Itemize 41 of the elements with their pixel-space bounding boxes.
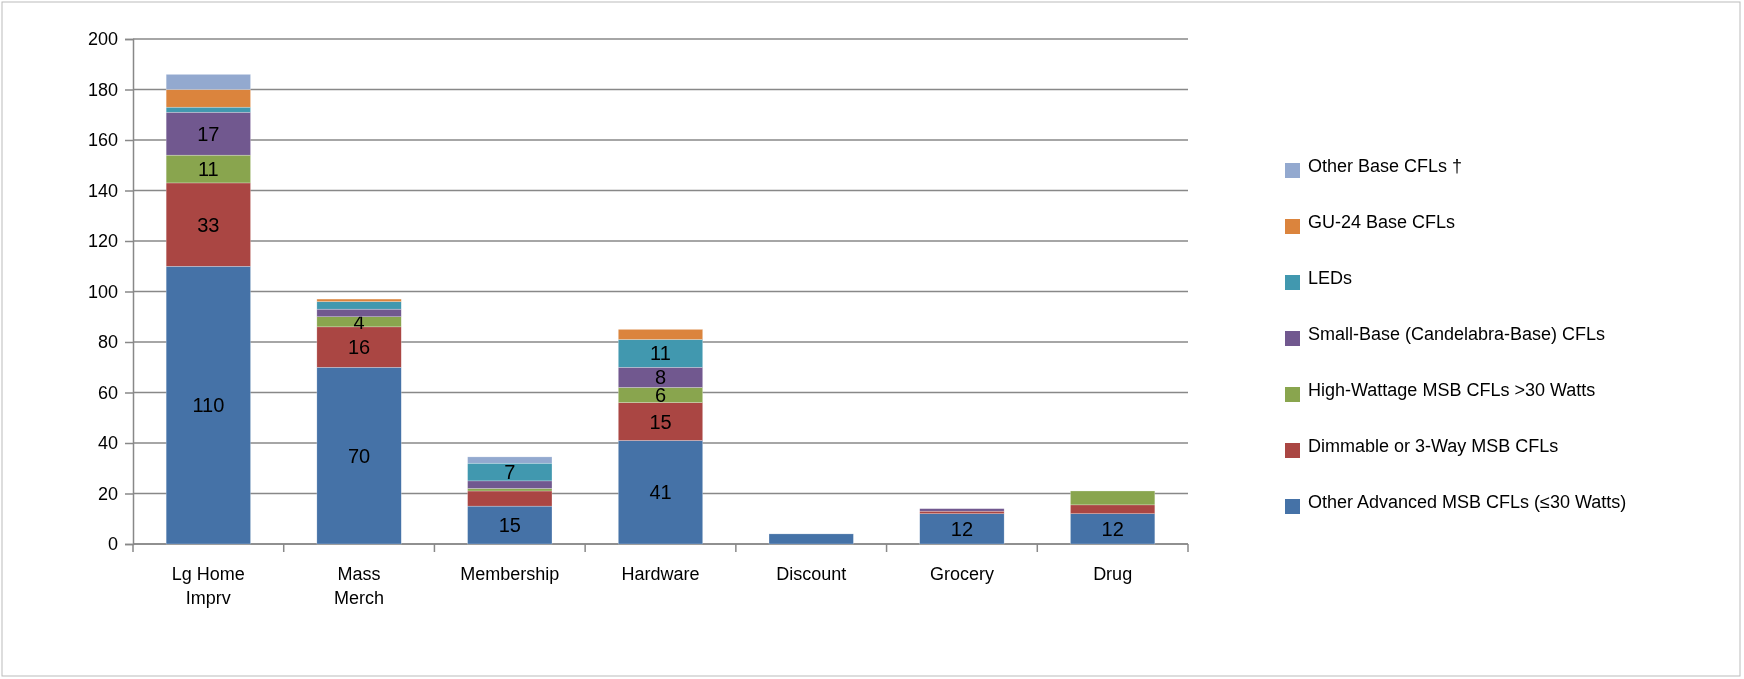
y-tick-label: 80 (97, 332, 118, 353)
x-tick-label: Drug (1093, 564, 1133, 584)
data-label: 4 (353, 310, 365, 333)
data-label: 15 (498, 514, 521, 537)
data-label: 16 (347, 336, 371, 359)
y-tick-label: 180 (87, 79, 118, 100)
data-label: 110 (192, 394, 225, 417)
x-tick-label: Membership (460, 564, 560, 584)
bar (919, 513, 1005, 545)
legend-label: GU-24 Base CFLs (1308, 212, 1456, 232)
data-label: 7 (504, 461, 516, 484)
x-tick-label: Lg Home Imprv (171, 564, 245, 608)
data-label: 12 (950, 517, 974, 540)
legend-label: LEDs (1308, 268, 1353, 288)
y-tick-label: 140 (87, 180, 118, 201)
legend-label: Other Advanced MSB CFLs (≤30 Watts) (1308, 492, 1627, 512)
legend-label: Dimmable or 3-Way MSB CFLs (1308, 436, 1559, 456)
data-label: 12 (1101, 517, 1124, 540)
legend-label: High-Wattage MSB CFLs >30 Watts (1308, 380, 1596, 400)
y-tick-label: 40 (97, 433, 118, 454)
x-tick-label: Mass Merch (334, 564, 385, 608)
data-label: 17 (197, 122, 220, 145)
data-label: 41 (649, 481, 672, 504)
y-tick-label: 100 (87, 281, 118, 302)
y-tick-label: 60 (97, 382, 118, 403)
x-tick-label: Hardware (621, 564, 700, 584)
data-label: 11 (650, 342, 671, 365)
data-label: 70 (347, 444, 371, 467)
x-tick-label: Discount (776, 564, 847, 584)
x-tick-label: Grocery (929, 564, 994, 584)
y-tick-label: 0 (107, 534, 118, 555)
legend-label: Other Base CFLs † (1308, 156, 1463, 176)
data-label: 15 (649, 410, 672, 433)
data-label: 33 (197, 213, 220, 236)
y-tick-label: 160 (87, 130, 118, 151)
legend-label: Small-Base (Candelabra-Base) CFLs (1308, 324, 1606, 344)
y-tick-label: 20 (97, 483, 118, 504)
y-tick-label: 120 (87, 231, 118, 252)
data-label: 11 (197, 158, 219, 181)
bar (768, 533, 854, 545)
y-tick-label: 200 (87, 29, 118, 50)
